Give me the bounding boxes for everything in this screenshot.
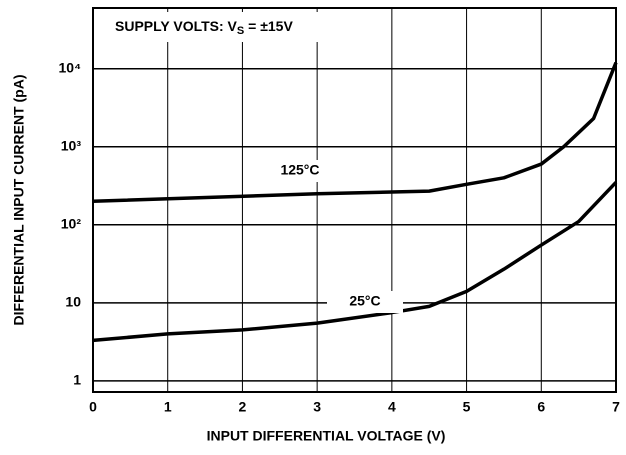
y-tick-label: 10	[65, 294, 81, 310]
x-tick-label: 0	[89, 399, 97, 415]
x-tick-label: 1	[164, 399, 172, 415]
annotation: SUPPLY VOLTS: VS = ±15V	[115, 18, 293, 37]
y-axis-label: DIFFERENTIAL INPUT CURRENT (pA)	[11, 75, 27, 326]
series-label: 125°C	[280, 162, 319, 178]
x-axis-label: INPUT DIFFERENTIAL VOLTAGE (V)	[207, 428, 446, 444]
y-tick-label: 10²	[61, 215, 82, 231]
series-label: 25°C	[349, 293, 380, 309]
x-tick-label: 2	[239, 399, 247, 415]
x-tick-label: 5	[463, 399, 471, 415]
annotation-sub: S	[237, 25, 244, 37]
series-line	[92, 61, 618, 204]
series-line	[92, 181, 618, 343]
x-tick-label: 3	[313, 399, 321, 415]
series-label-bg	[327, 291, 403, 313]
x-tick-label: 7	[612, 399, 620, 415]
series-label-bg	[262, 160, 338, 182]
x-tick-label: 4	[388, 399, 396, 415]
annotation-text: SUPPLY VOLTS: V	[115, 18, 238, 34]
y-tick-label: 1	[73, 372, 81, 388]
annotation-bg	[105, 12, 390, 42]
annotation-rest: = ±15V	[244, 18, 293, 34]
y-tick-label: 10³	[61, 137, 82, 153]
y-tick-label: 10⁴	[59, 59, 82, 75]
x-tick-label: 6	[537, 399, 545, 415]
